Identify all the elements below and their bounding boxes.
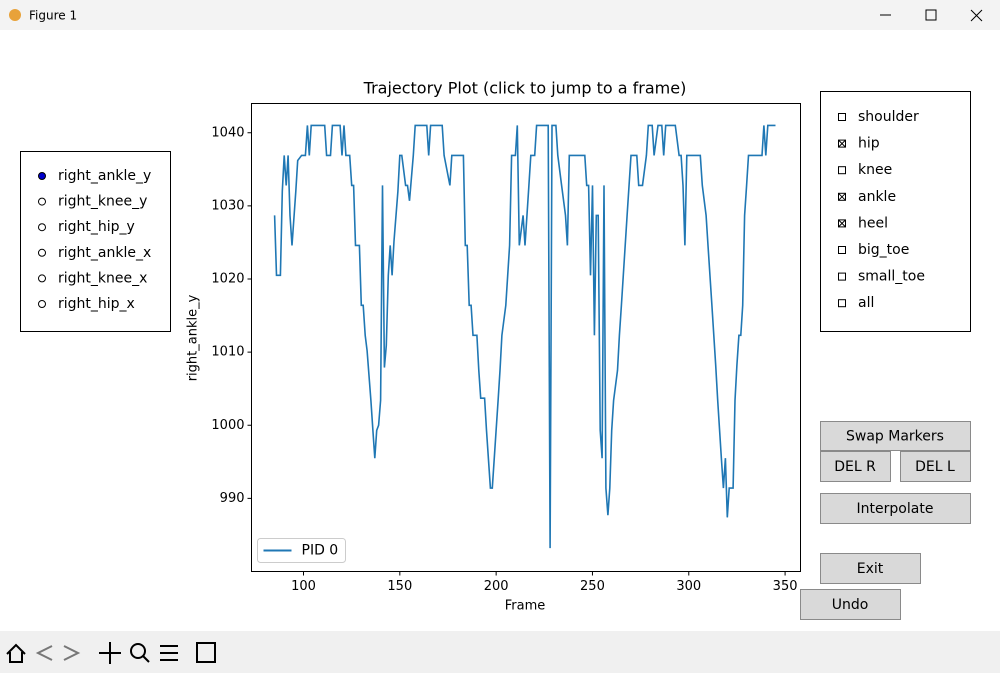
checkbox-label[interactable]: hip [858,136,880,152]
radio-button[interactable] [38,248,46,257]
x-tick-label: 150 [387,579,412,594]
radio-button[interactable] [38,300,46,308]
x-tick-label: 250 [580,579,605,594]
legend-label: PID 0 [302,543,339,559]
y-tick-label: 1020 [211,272,244,287]
x-axis-label: Frame [505,599,546,614]
plot-area[interactable] [251,103,801,572]
y-tick-label: 1040 [211,125,244,140]
radio-label[interactable]: right_knee_y [58,194,147,210]
checkbox-label[interactable]: shoulder [858,109,919,125]
radio-label[interactable]: right_ankle_x [58,245,151,261]
home-button[interactable] [6,643,26,663]
toolbar [0,631,1000,673]
button[interactable] [900,451,971,482]
checkbox-check [838,139,846,148]
checkbox-panel [820,91,971,332]
y-axis-label: right_ankle_y [186,294,201,381]
checkbox-label[interactable]: all [858,295,874,311]
checkbox-label[interactable]: big_toe [858,242,909,258]
checkbox[interactable] [838,166,846,175]
x-tick-label: 100 [291,579,316,594]
checkbox[interactable] [838,272,846,281]
radio-label[interactable]: right_hip_y [58,219,135,235]
zoom-button[interactable] [130,643,150,663]
radio-label[interactable]: right_ankle_y [58,168,151,184]
button-label[interactable]: Exit [857,561,884,577]
chart-title: Trajectory Plot (click to jump to a fram… [363,79,687,98]
radio-panel [20,151,171,332]
button[interactable] [820,553,921,584]
x-tick-label: 350 [773,579,798,594]
pan-button[interactable] [99,642,121,664]
back-button[interactable] [35,645,53,661]
button-label[interactable]: Undo [832,597,869,613]
y-tick-label: 1000 [211,418,244,433]
radio-button[interactable] [38,197,46,206]
y-tick-label: 990 [220,491,245,506]
radio-button[interactable] [38,172,46,180]
button-label[interactable]: DEL R [834,459,876,475]
button-label[interactable]: Interpolate [857,501,934,517]
maximize[interactable] [925,9,937,21]
checkbox-label[interactable]: small_toe [858,269,925,285]
checkbox[interactable] [838,246,846,254]
button-label[interactable]: DEL L [915,459,955,475]
window-title: Figure 1 [29,9,77,23]
y-tick-label: 1010 [211,345,244,360]
checkbox-check [838,219,846,228]
close[interactable] [970,9,983,22]
x-tick-label: 300 [676,579,701,594]
y-tick-label: 1030 [211,198,244,213]
button-label[interactable]: Swap Markers [846,429,944,445]
radio-button[interactable] [38,274,46,283]
legend-box [257,538,346,563]
forward-button[interactable] [63,645,81,661]
app-icon [9,9,21,21]
checkbox-check [838,192,846,201]
checkbox[interactable] [838,113,846,121]
x-tick-label: 200 [484,579,509,594]
title-bar [0,0,1000,30]
button[interactable] [820,493,971,524]
checkbox-label[interactable]: knee [858,162,892,178]
checkbox-label[interactable]: ankle [858,189,896,205]
save-button[interactable] [196,642,216,663]
checkbox[interactable] [838,299,846,308]
configure-button[interactable] [160,645,178,661]
data-line [273,124,776,549]
button[interactable] [800,589,901,620]
button[interactable] [820,421,971,451]
radio-label[interactable]: right_hip_x [58,296,135,312]
button[interactable] [820,451,891,482]
checkbox-label[interactable]: heel [858,215,888,231]
radio-label[interactable]: right_knee_x [58,270,147,286]
radio-button[interactable] [38,223,46,232]
